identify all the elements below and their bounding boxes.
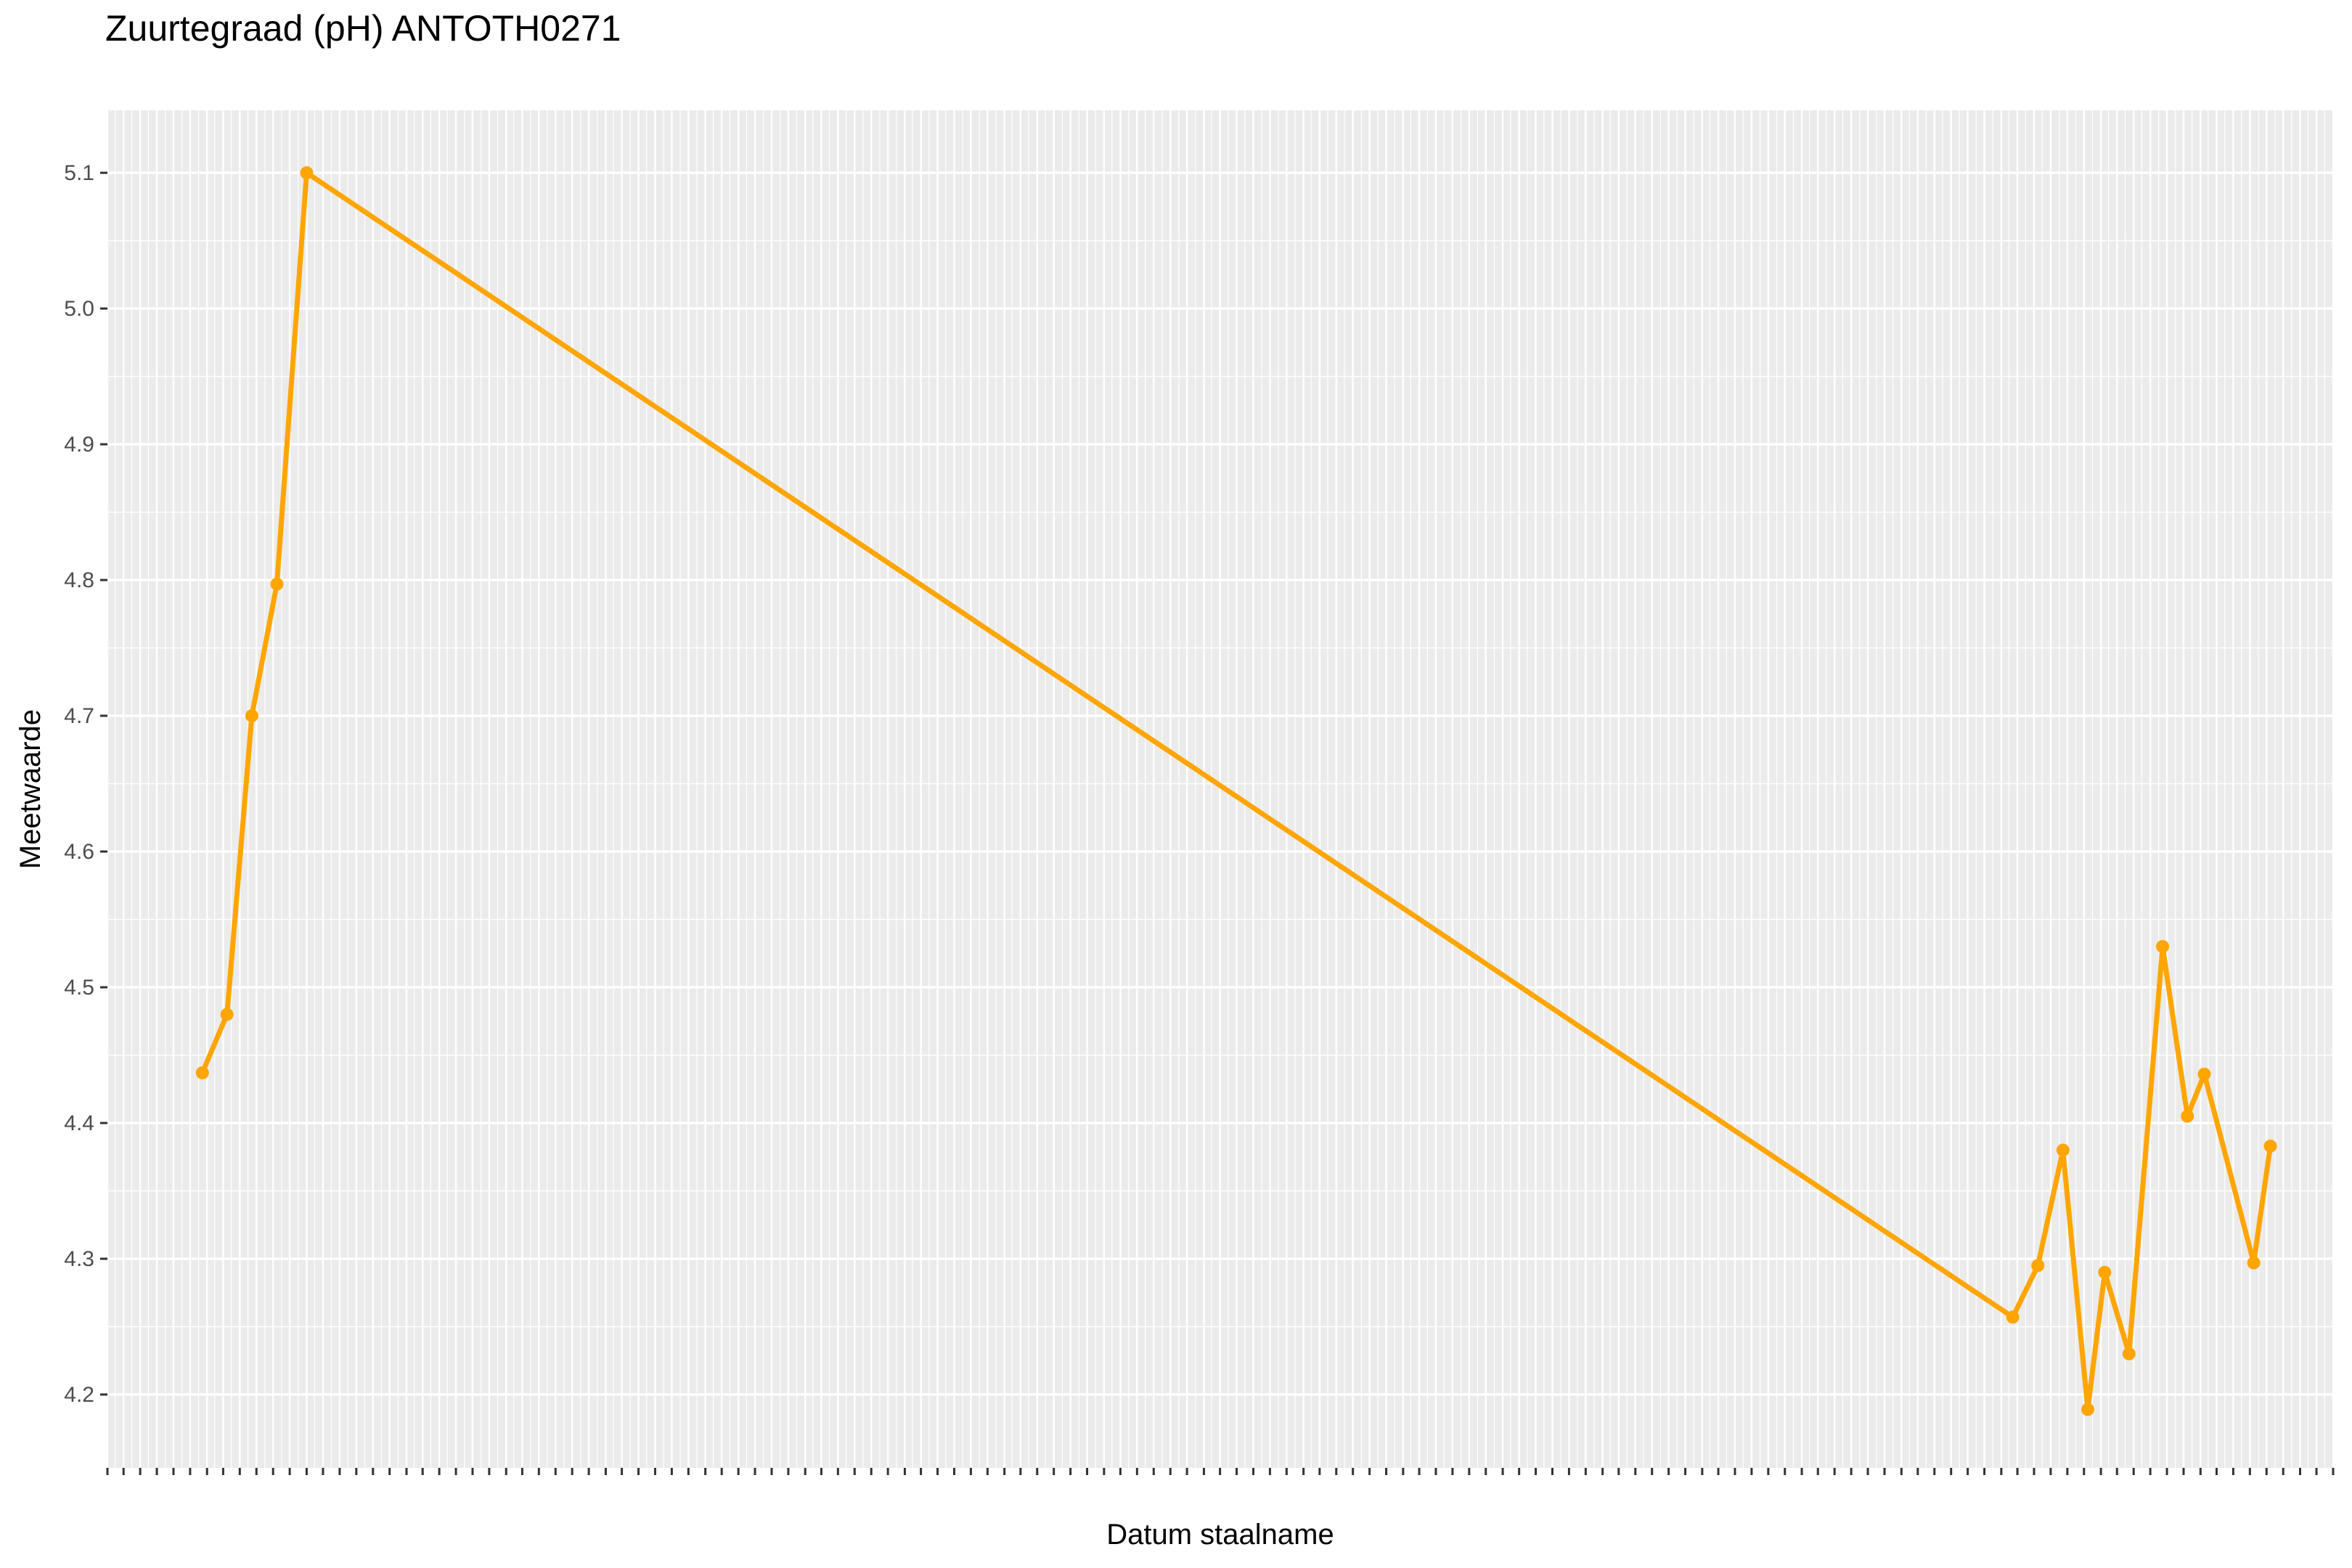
data-point: [2098, 1265, 2112, 1279]
y-tick-label: 4.3: [64, 1247, 94, 1271]
data-point: [245, 709, 258, 723]
data-point: [2263, 1139, 2277, 1153]
data-point: [2031, 1259, 2045, 1273]
y-tick-label: 4.4: [64, 1111, 94, 1135]
y-tick-label: 4.2: [64, 1383, 94, 1407]
y-tick-label: 4.7: [64, 704, 94, 728]
data-point: [2156, 939, 2170, 953]
data-point: [2056, 1143, 2070, 1157]
series-line: [200, 170, 2273, 1413]
data-point: [220, 1008, 234, 1021]
data-point: [195, 1066, 209, 1079]
data-point: [300, 166, 314, 180]
data-point: [2081, 1402, 2095, 1416]
data-point: [2247, 1256, 2261, 1270]
y-tick-label: 4.9: [64, 433, 94, 457]
grid-major: [106, 110, 2335, 1468]
data-point: [2181, 1109, 2194, 1123]
series-layer: [195, 166, 2277, 1416]
y-tick-label: 5.0: [64, 297, 94, 321]
y-tick-label: 4.5: [64, 976, 94, 1000]
y-tick-label: 5.1: [64, 161, 94, 185]
data-point: [2006, 1310, 2020, 1324]
y-axis: 4.2 4.3 4.4 4.5 4.6 4.7 4.8 4.9 5.0 5.1: [64, 161, 107, 1407]
y-tick-label: 4.6: [64, 840, 94, 864]
y-tick-label: 4.8: [64, 568, 94, 592]
data-point: [2122, 1347, 2136, 1360]
chart-title: Zuurtegraad (pH) ANTOTH0271: [105, 8, 621, 49]
data-point: [2197, 1067, 2211, 1081]
data-point: [270, 577, 284, 591]
x-axis: [106, 1468, 2335, 1475]
x-axis-title: Datum staalname: [1106, 1519, 1334, 1551]
y-axis-title: Meetwaarde: [15, 709, 46, 869]
